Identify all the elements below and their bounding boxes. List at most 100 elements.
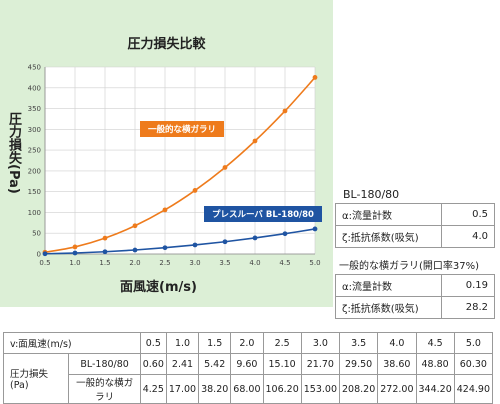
x-axis-label: 面風速(m/s) (120, 280, 197, 295)
series-point-0 (102, 235, 108, 241)
plot-area (45, 67, 315, 254)
table-row: 圧力損失(Pa) BL-180/80 0.60 2.41 5.42 9.60 15.10… (2, 353, 494, 404)
series-point-1 (42, 251, 48, 257)
table-row-label: 一般的な横ガラリ (68, 374, 141, 404)
spec-value: 0.5 (441, 203, 495, 226)
series-point-1 (222, 239, 228, 245)
series-label-general: 一般的な横ガラリ (140, 121, 225, 137)
table-speed-header: 0.5 (139, 332, 167, 354)
spec-label: α:流量計数 (335, 203, 442, 226)
table-cell: 15.10 (262, 353, 302, 375)
table-speed-header: 5.0 (453, 332, 494, 354)
table-cell: 60.30 (453, 353, 494, 375)
x-tick-label: 2.0 (129, 259, 140, 267)
table-speed-header: 4.0 (377, 332, 417, 354)
spec-label: ζ:抵抗係数(吸気) (335, 296, 442, 319)
table-group-label: 圧力損失(Pa) (2, 353, 70, 404)
y-tick-label: 350 (28, 105, 41, 113)
x-tick-label: 1.0 (69, 259, 80, 267)
y-tick-label: 100 (28, 209, 41, 217)
table-speed-header: 1.0 (165, 332, 200, 354)
table-cell: 17.00 (165, 374, 200, 404)
series-point-1 (312, 226, 318, 232)
x-tick-label: 3.0 (189, 259, 200, 267)
series-line-1 (44, 228, 316, 255)
table-row: 一般的な横ガラリ 4.25 17.00 38.20 68.00 106.20 153.00… (4, 374, 494, 404)
y-tick-label: 300 (28, 126, 41, 134)
table-cell: 29.50 (338, 353, 379, 375)
table-speed-header: 3.5 (338, 332, 379, 354)
table-speed-header: 3.0 (300, 332, 341, 354)
table-speed-header: 1.5 (198, 332, 232, 354)
chart-panel: 0 50 100 150 200 250 300 350 400 450 0.5 1.0 1.5 2.0 2… (0, 0, 333, 307)
table-cell: 38.60 (377, 353, 417, 375)
general-spec-title: 一般的な横ガラリ(開口率37%) (339, 261, 480, 272)
bl-spec-row: ζ:抵抗係数(吸気) 4.0 (335, 225, 495, 248)
series-point-0 (312, 75, 318, 80)
y-tick-label: 250 (28, 147, 41, 155)
table-cell: 424.90 (453, 374, 494, 404)
pressure-loss-table: v:面風速(m/s) 0.5 1.0 1.5 2.0 2.5 3.0 3.5 4.0 4.5 5.… (2, 332, 494, 404)
spec-value: 28.2 (441, 296, 495, 319)
y-tick-label: 200 (28, 167, 41, 175)
series-point-0 (252, 138, 258, 144)
table-cell: 106.20 (262, 374, 302, 404)
general-spec-row: α:流量計数 0.19 (335, 274, 495, 297)
series-point-0 (282, 108, 288, 114)
spec-label: ζ:抵抗係数(吸気) (335, 225, 442, 248)
x-tick-label: 2.5 (159, 259, 170, 267)
x-tick-label: 5.0 (309, 259, 320, 267)
y-tick-label: 400 (28, 84, 41, 92)
table-cell: 48.80 (415, 353, 455, 375)
y-tick-label: 50 (32, 230, 41, 238)
table-cell: 153.00 (300, 374, 341, 404)
table-cell: 2.41 (165, 353, 200, 375)
bl-spec-title: BL-180/80 (343, 188, 400, 201)
table-cell: 208.20 (338, 374, 379, 404)
general-spec-table: α:流量計数 0.19 ζ:抵抗係数(吸気) 28.2 (335, 274, 495, 319)
table-speed-header: 2.5 (262, 332, 302, 354)
table-header-label: v:面風速(m/s) (3, 332, 141, 354)
spec-label: α:流量計数 (335, 274, 442, 297)
table-cell: 9.60 (230, 353, 264, 375)
table-cell: 38.20 (198, 374, 232, 404)
table-cell: 5.42 (198, 353, 232, 375)
table-speed-header: 2.0 (230, 332, 264, 354)
table-cell: 272.00 (377, 374, 417, 404)
series-label-bl: プレスルーバ BL-180/80 (204, 206, 322, 222)
table-cell: 68.00 (230, 374, 264, 404)
table-header-row: v:面風速(m/s) 0.5 1.0 1.5 2.0 2.5 3.0 3.5 4.0 4.5 5.… (3, 332, 494, 354)
y-tick-label: 0 (37, 251, 41, 259)
series-point-1 (72, 250, 78, 256)
y-tick-label: 150 (28, 188, 41, 196)
table-cell: 4.25 (139, 374, 167, 404)
spec-value: 0.19 (441, 274, 495, 297)
x-tick-label: 4.0 (249, 259, 260, 267)
x-tick-label: 4.5 (279, 259, 290, 267)
table-cell: 0.60 (139, 353, 167, 375)
series-point-1 (282, 231, 288, 237)
table-cell: 344.20 (415, 374, 455, 404)
series-point-1 (192, 242, 198, 248)
general-spec-row: ζ:抵抗係数(吸気) 28.2 (335, 296, 495, 319)
series-point-1 (162, 245, 168, 251)
series-point-0 (162, 207, 168, 213)
pressure-loss-chart: 0 50 100 150 200 250 300 350 400 450 0.5 1.0 1.5 2.0 2… (28, 64, 321, 268)
y-axis-label: 圧力損失(Pa) (6, 112, 21, 194)
table-cell: 21.70 (300, 353, 341, 375)
series-point-0 (72, 244, 78, 250)
series-point-1 (102, 249, 108, 255)
y-tick-label: 450 (28, 64, 41, 72)
series-point-0 (192, 188, 198, 193)
x-tick-label: 3.5 (219, 259, 230, 267)
series-point-0 (222, 165, 228, 170)
series-line-0 (44, 76, 316, 254)
table-speed-header: 4.5 (415, 332, 455, 354)
series-point-1 (132, 247, 138, 253)
series-point-1 (252, 235, 258, 241)
chart-title: 圧力損失比較 (127, 37, 206, 52)
bl-spec-table: α:流量計数 0.5 ζ:抵抗係数(吸気) 4.0 (335, 203, 495, 248)
table-row-label: BL-180/80 (68, 353, 141, 375)
series-point-0 (132, 223, 138, 229)
x-tick-label: 1.5 (99, 259, 110, 267)
